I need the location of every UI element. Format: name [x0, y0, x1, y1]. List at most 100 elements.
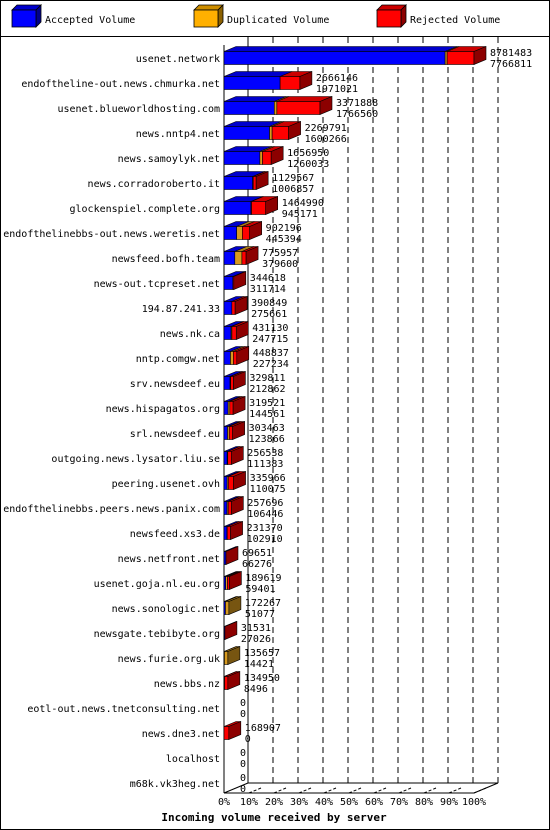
- server-bar: [223, 296, 248, 315]
- floor-tick: [298, 787, 312, 794]
- bar-duplicated: [259, 151, 263, 165]
- total-value: 256538: [247, 448, 283, 459]
- bar-side: [233, 471, 246, 490]
- accepted-value: 51077: [245, 609, 275, 620]
- bar-rejected: [279, 76, 301, 90]
- floor-tick: [398, 787, 412, 794]
- accepted-value: 227234: [253, 359, 289, 370]
- accepted-value: 8496: [244, 684, 268, 695]
- server-bar: [223, 371, 246, 390]
- total-value: 319521: [249, 398, 285, 409]
- plot-area: [223, 37, 499, 794]
- server-name: newsgate.tebibyte.org: [94, 629, 220, 640]
- server-name: glockenspiel.complete.org: [69, 204, 220, 215]
- server-bar: [223, 221, 262, 240]
- bar-duplicated: [273, 101, 278, 115]
- bar-rejected: [226, 526, 231, 540]
- bar-side: [245, 246, 259, 265]
- server-bar: [223, 471, 246, 490]
- server-bar: [223, 546, 239, 565]
- server-bar: [223, 671, 241, 690]
- bar-side: [473, 46, 487, 65]
- accepted-value: 27026: [241, 634, 271, 645]
- total-value: 172267: [245, 598, 281, 609]
- bar-accepted: [223, 201, 252, 215]
- legend-label: Accepted Volume: [45, 15, 135, 26]
- accepted-value: 1766560: [336, 109, 378, 120]
- floor-tick: [423, 787, 437, 794]
- server-bar: [223, 46, 487, 65]
- bar-duplicated: [269, 126, 273, 140]
- server-labels: usenet.network endoftheline-out.news.chmu…: [3, 54, 220, 790]
- bar-rejected: [229, 401, 234, 415]
- total-value: 0: [240, 773, 246, 784]
- server-name: peering.usenet.ovh: [112, 479, 220, 490]
- legend-swatch: [193, 9, 219, 28]
- total-value: 8781483: [490, 48, 532, 59]
- bar-side: [299, 71, 313, 90]
- bar-accepted: [223, 226, 237, 240]
- total-value: 257696: [247, 498, 283, 509]
- bar-rejected: [227, 476, 234, 490]
- total-value: 135657: [244, 648, 280, 659]
- server-bar: [223, 646, 241, 665]
- bar-accepted: [223, 501, 228, 515]
- accepted-value: 123866: [249, 434, 285, 445]
- server-name: usenet.blueworldhosting.com: [57, 104, 220, 115]
- bar-rejected: [252, 176, 257, 190]
- accepted-value: 247715: [252, 334, 288, 345]
- server-bar: [223, 346, 250, 365]
- server-bar: [223, 596, 242, 615]
- server-bar: [223, 321, 249, 340]
- server-name: m68k.vk3heg.net: [130, 779, 220, 790]
- total-value: 31531: [241, 623, 271, 634]
- server-name: news.bbs.nz: [154, 679, 220, 690]
- bar-accepted: [223, 76, 281, 90]
- bar-accepted: [223, 476, 228, 490]
- server-name: endoftheline-out.news.chmurka.net: [21, 79, 220, 90]
- server-name: news.furie.org.uk: [118, 654, 220, 665]
- bar-side: [231, 446, 244, 465]
- x-tick-label: 30%: [290, 797, 308, 808]
- bar-rejected: [228, 426, 233, 440]
- total-value: 902196: [266, 223, 302, 234]
- accepted-value: 7766811: [490, 59, 532, 70]
- bar-side: [319, 96, 333, 115]
- total-value: 69651: [242, 548, 272, 559]
- bar-side: [224, 621, 238, 640]
- accepted-value: 1260033: [287, 159, 329, 170]
- accepted-value: 59401: [245, 584, 275, 595]
- server-bar: [223, 621, 238, 640]
- server-name: newsfeed.xs3.de: [130, 529, 220, 540]
- x-tick-label: 20%: [265, 797, 283, 808]
- x-tick-label: 100%: [462, 797, 486, 808]
- x-tick-label: 80%: [415, 797, 433, 808]
- server-bar: [223, 71, 313, 90]
- bar-rejected: [224, 676, 229, 690]
- server-name: 194.87.241.33: [142, 304, 220, 315]
- legend-item: Accepted Volume: [11, 4, 135, 28]
- bar-rejected: [231, 326, 237, 340]
- bar-rejected: [227, 451, 232, 465]
- bar-accepted: [223, 176, 253, 190]
- bar-side: [265, 196, 279, 215]
- bar-accepted: [223, 251, 236, 265]
- bar-side: [234, 296, 248, 315]
- total-value: 0: [240, 698, 246, 709]
- accepted-value: 0: [240, 759, 246, 770]
- server-name: outgoing.news.lysator.liu.se: [51, 454, 220, 465]
- bar-accepted: [223, 301, 233, 315]
- floor-tick: [473, 787, 487, 794]
- accepted-value: 110075: [250, 484, 286, 495]
- bar-rejected: [227, 501, 232, 515]
- bar-side: [227, 671, 241, 690]
- bar-rejected: [233, 351, 238, 365]
- accepted-value: 0: [240, 784, 246, 795]
- server-bar: [223, 246, 259, 265]
- legend-item: Rejected Volume: [376, 4, 500, 28]
- total-value: 1656950: [287, 148, 329, 159]
- server-bar: [223, 146, 284, 165]
- accepted-value: 1600266: [305, 134, 347, 145]
- total-value: 134950: [244, 673, 280, 684]
